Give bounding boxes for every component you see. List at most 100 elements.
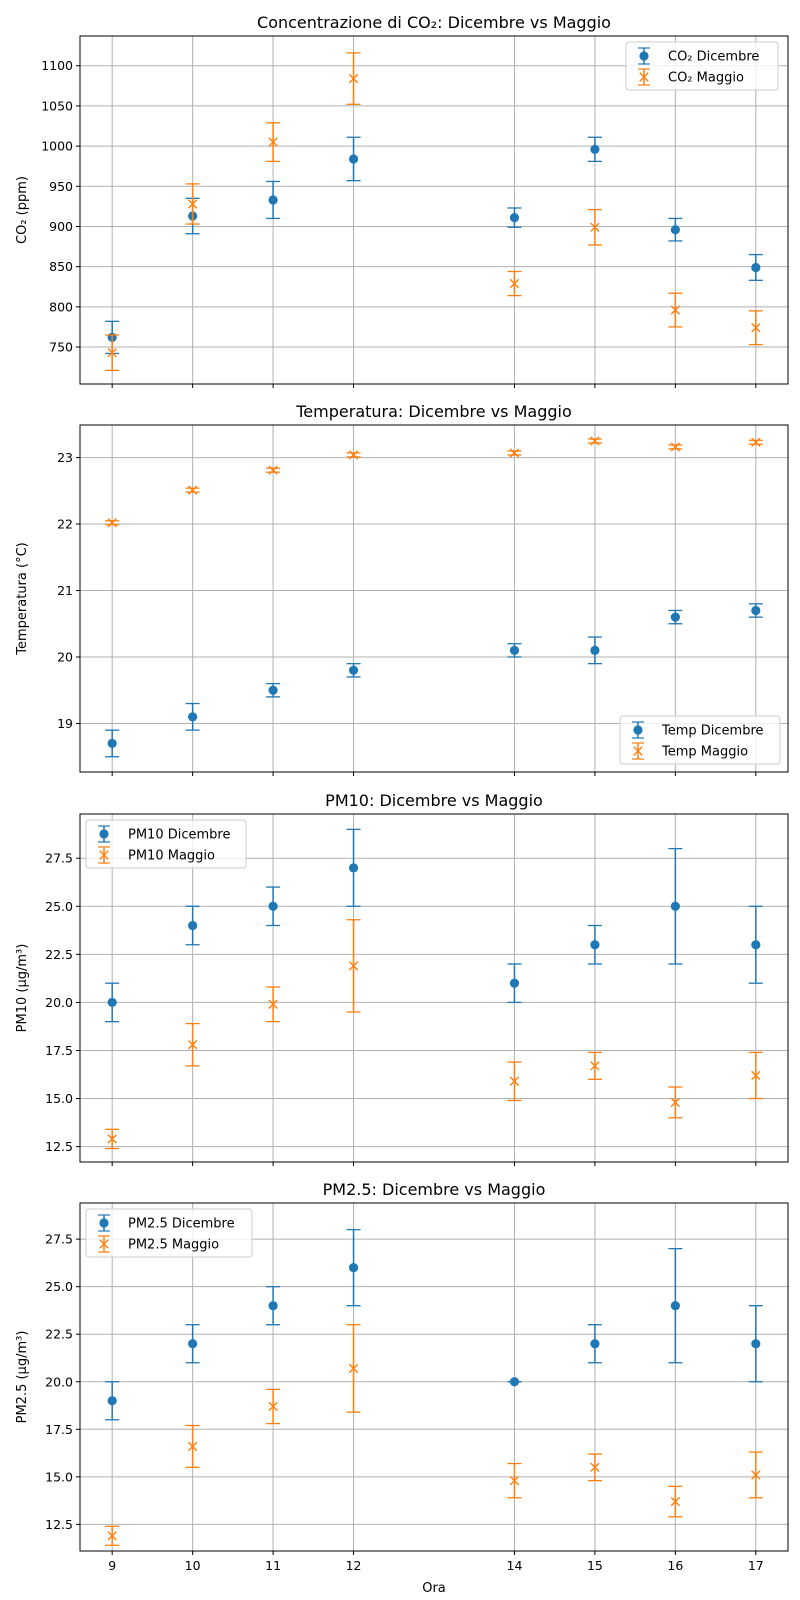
data-point xyxy=(751,1470,761,1480)
subplot-4: 12.5 15.0 17.5 20.0 22.5 25.0 27.5 9 10 11 12 14 15 1… xyxy=(15,1180,789,1596)
data-point xyxy=(590,645,600,655)
data-point xyxy=(509,1076,520,1086)
x-axis-label: Ora xyxy=(422,1581,446,1596)
data-point xyxy=(187,1441,198,1452)
data-point xyxy=(670,612,680,622)
legend-label: CO₂ Dicembre xyxy=(668,50,759,65)
legend: PM2.5 Dicembre PM2.5 Maggio xyxy=(85,1208,253,1258)
data-point xyxy=(348,1263,359,1273)
data-point xyxy=(107,518,117,528)
legend-marker xyxy=(633,746,643,756)
data-point xyxy=(107,1396,117,1406)
y-tick-label: 800 xyxy=(49,299,73,314)
plot-frame xyxy=(79,813,789,1163)
y-tick-label: 27.5 xyxy=(45,851,73,866)
data-point xyxy=(590,940,600,950)
data-point xyxy=(670,1496,681,1507)
data-point xyxy=(348,154,359,164)
data-point xyxy=(268,999,278,1010)
data-point xyxy=(670,442,681,452)
legend-label: Temp Maggio xyxy=(661,745,748,760)
legend-label: PM10 Dicembre xyxy=(128,828,230,843)
data-point xyxy=(751,1339,761,1349)
data-point xyxy=(268,465,278,475)
data-point xyxy=(188,920,198,931)
y-tick-label: 1100 xyxy=(41,58,73,73)
data-point xyxy=(268,1301,278,1311)
chart-title: PM10: Dicembre vs Maggio xyxy=(325,791,543,810)
y-tick-label: 1000 xyxy=(41,139,73,154)
legend-marker xyxy=(99,1239,109,1249)
plot-frame xyxy=(79,35,789,385)
data-point xyxy=(751,323,761,333)
x-tick-label: 10 xyxy=(185,1558,201,1573)
y-tick-label: 950 xyxy=(49,179,73,194)
series-maggio xyxy=(105,919,763,1150)
data-point xyxy=(751,940,761,950)
y-tick-label: 15.0 xyxy=(45,1469,73,1484)
data-point xyxy=(751,262,761,273)
y-tick-label: 27.5 xyxy=(45,1232,73,1247)
y-tick-label: 23 xyxy=(57,450,73,465)
x-tick-label: 12 xyxy=(346,1558,362,1573)
y-axis-label: Temperatura (°C) xyxy=(15,542,30,655)
data-point xyxy=(509,278,520,289)
y-tick-label: 21 xyxy=(57,583,73,598)
subplot-1: 750 800 850 900 950 1000 1050 1100 Concentrazion… xyxy=(15,13,789,388)
data-point xyxy=(107,1134,117,1144)
y-tick-label: 20.0 xyxy=(45,995,73,1010)
data-point xyxy=(751,437,761,447)
subplot-2: 19 20 21 22 23 Temperatura: Dicembre vs Maggi… xyxy=(15,402,789,776)
series-maggio xyxy=(105,1324,763,1546)
y-tick-label: 15.0 xyxy=(45,1091,73,1106)
y-tick-label: 20.0 xyxy=(45,1374,73,1389)
y-tick-label: 12.5 xyxy=(45,1139,73,1154)
x-tick-label: 17 xyxy=(748,1558,764,1573)
y-tick-label: 12.5 xyxy=(45,1517,73,1532)
data-point xyxy=(670,1301,680,1311)
legend-box xyxy=(85,1208,253,1258)
data-point xyxy=(348,450,359,460)
x-tick-label: 11 xyxy=(265,1558,281,1573)
subplot-3: 12.5 15.0 17.5 20.0 22.5 25.0 27.5 PM10: Dicemb… xyxy=(15,791,789,1166)
series-maggio xyxy=(105,52,763,371)
data-point xyxy=(188,712,198,722)
data-point xyxy=(509,213,520,223)
data-point xyxy=(670,901,680,911)
y-tick-label: 22.5 xyxy=(45,1327,73,1342)
series-dicembre xyxy=(105,828,763,1023)
data-point xyxy=(107,738,117,749)
legend-label: CO₂ Maggio xyxy=(668,71,744,86)
data-point xyxy=(590,144,600,154)
legend-label: PM10 Maggio xyxy=(128,849,215,864)
data-point xyxy=(348,1363,359,1374)
chart-title: Temperatura: Dicembre vs Maggio xyxy=(295,402,572,421)
data-point xyxy=(348,961,359,971)
data-point xyxy=(268,685,278,695)
data-point xyxy=(670,225,680,235)
chart-title: PM2.5: Dicembre vs Maggio xyxy=(323,1180,546,1199)
data-point xyxy=(107,1531,117,1541)
y-axis-label: PM10 (µg/m³) xyxy=(15,944,30,1033)
data-point xyxy=(670,1097,681,1108)
series-dicembre xyxy=(105,1228,763,1421)
series-maggio xyxy=(105,436,763,528)
plot-frame xyxy=(79,1202,789,1552)
legend-label: Temp Dicembre xyxy=(661,724,764,739)
legend-box xyxy=(85,819,247,869)
data-point xyxy=(268,901,278,911)
x-tick-label: 16 xyxy=(667,1558,683,1573)
legend-box xyxy=(625,41,779,91)
data-point xyxy=(348,665,359,675)
data-point xyxy=(590,1339,600,1349)
data-point xyxy=(590,1462,600,1473)
y-tick-label: 19 xyxy=(57,716,73,731)
legend-marker xyxy=(639,51,649,61)
x-tick-label: 15 xyxy=(587,1558,603,1573)
legend-label: PM2.5 Maggio xyxy=(128,1238,219,1253)
y-axis-label: CO₂ (ppm) xyxy=(15,176,30,244)
legend: Temp Dicembre Temp Maggio xyxy=(619,715,781,765)
data-point xyxy=(187,485,198,495)
x-tick-label: 14 xyxy=(507,1558,523,1573)
